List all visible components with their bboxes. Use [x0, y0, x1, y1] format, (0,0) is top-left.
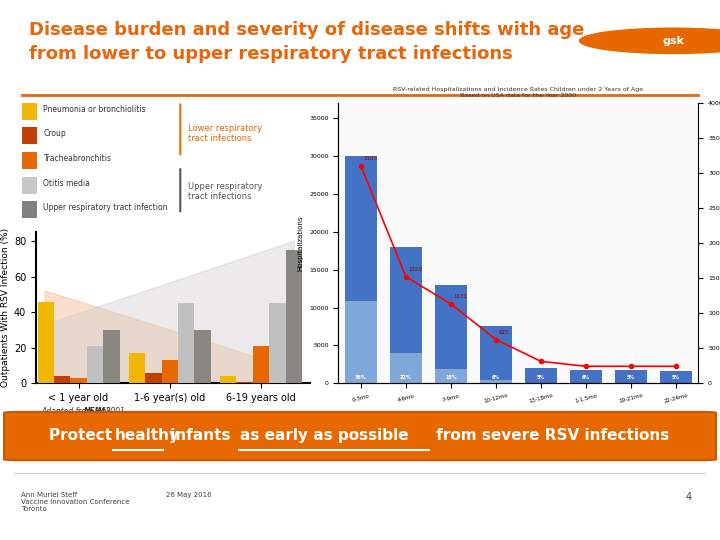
- Text: from severe RSV infections: from severe RSV infections: [431, 428, 670, 442]
- Text: 15%: 15%: [445, 375, 456, 380]
- Bar: [54, 376, 71, 383]
- Text: 4: 4: [685, 492, 692, 503]
- Text: 3100: 3100: [364, 156, 378, 161]
- Title: RSV-related Hospitalizations and Incidence Rates Children under 2 Years of Age
B: RSV-related Hospitalizations and Inciden…: [393, 87, 644, 98]
- Text: Ann Muriel Steff
Vaccine Innovation Conference
Toronto: Ann Muriel Steff Vaccine Innovation Conf…: [22, 492, 130, 512]
- Y-axis label: Hospitalizations: Hospitalizations: [297, 215, 304, 271]
- Bar: [22, 152, 37, 169]
- Bar: [660, 372, 692, 383]
- Bar: [525, 368, 557, 383]
- Text: 1520: 1520: [409, 267, 423, 272]
- Bar: [345, 156, 377, 383]
- Text: 6%: 6%: [492, 375, 500, 380]
- Text: healthy: healthy: [114, 428, 179, 442]
- Bar: [570, 382, 602, 383]
- Bar: [178, 303, 194, 383]
- Circle shape: [580, 28, 720, 53]
- Bar: [480, 327, 512, 383]
- Bar: [286, 250, 302, 383]
- Text: Lower respiratory
tract infections: Lower respiratory tract infections: [189, 124, 263, 143]
- Text: as early as possible: as early as possible: [240, 428, 409, 442]
- Bar: [87, 346, 103, 383]
- Text: Pneumonia or bronchiolitis: Pneumonia or bronchiolitis: [43, 105, 146, 114]
- Bar: [22, 201, 37, 218]
- Text: 6%: 6%: [582, 375, 590, 380]
- Bar: [480, 380, 512, 383]
- Text: Otitis media: Otitis media: [43, 179, 91, 188]
- Bar: [194, 330, 211, 383]
- Bar: [71, 378, 87, 383]
- Text: 36%: 36%: [355, 375, 366, 380]
- Text: Protect: Protect: [49, 428, 117, 442]
- Text: Croup: Croup: [43, 130, 66, 138]
- Text: infants: infants: [165, 428, 236, 442]
- Bar: [390, 247, 422, 383]
- Bar: [345, 301, 377, 383]
- Text: 5%: 5%: [672, 375, 680, 380]
- Text: 5%: 5%: [627, 375, 635, 380]
- Text: Disease burden and severity of disease shifts with age
from lower to upper respi: Disease burden and severity of disease s…: [29, 22, 584, 63]
- Bar: [22, 127, 37, 144]
- Bar: [161, 360, 178, 383]
- Bar: [220, 376, 236, 383]
- Text: Upper respiratory tract infection: Upper respiratory tract infection: [43, 203, 168, 212]
- Text: Tracheabronchitis: Tracheabronchitis: [43, 154, 112, 163]
- Text: gsk: gsk: [662, 36, 684, 46]
- Bar: [37, 301, 54, 383]
- Text: 1131: 1131: [454, 294, 468, 300]
- Text: 2001: 2001: [103, 407, 125, 416]
- Text: NEJM.: NEJM.: [84, 407, 109, 416]
- Text: 625: 625: [499, 330, 509, 335]
- Text: 26 May 2016: 26 May 2016: [166, 492, 212, 498]
- Polygon shape: [45, 291, 294, 383]
- FancyBboxPatch shape: [4, 412, 716, 460]
- Text: 22%: 22%: [400, 375, 412, 380]
- Text: Adapted from Hall.: Adapted from Hall.: [42, 407, 116, 416]
- Bar: [253, 346, 269, 383]
- Bar: [390, 353, 422, 383]
- Text: 5%: 5%: [537, 375, 545, 380]
- Bar: [269, 303, 286, 383]
- Bar: [145, 373, 161, 383]
- Bar: [22, 177, 37, 193]
- Bar: [435, 285, 467, 383]
- Text: Adapted from Paramore et al.,  Pharmacoeconomics. 2004: Adapted from Paramore et al., Pharmacoec…: [338, 413, 523, 418]
- Bar: [103, 330, 120, 383]
- Text: Upper respiratory
tract infections: Upper respiratory tract infections: [189, 182, 263, 201]
- Bar: [22, 103, 37, 120]
- Y-axis label: Outpatients With RSV Infection (%): Outpatients With RSV Infection (%): [1, 228, 10, 387]
- Polygon shape: [45, 241, 294, 383]
- Bar: [615, 370, 647, 383]
- Bar: [129, 353, 145, 383]
- Bar: [570, 370, 602, 383]
- Bar: [435, 369, 467, 383]
- Bar: [236, 382, 253, 383]
